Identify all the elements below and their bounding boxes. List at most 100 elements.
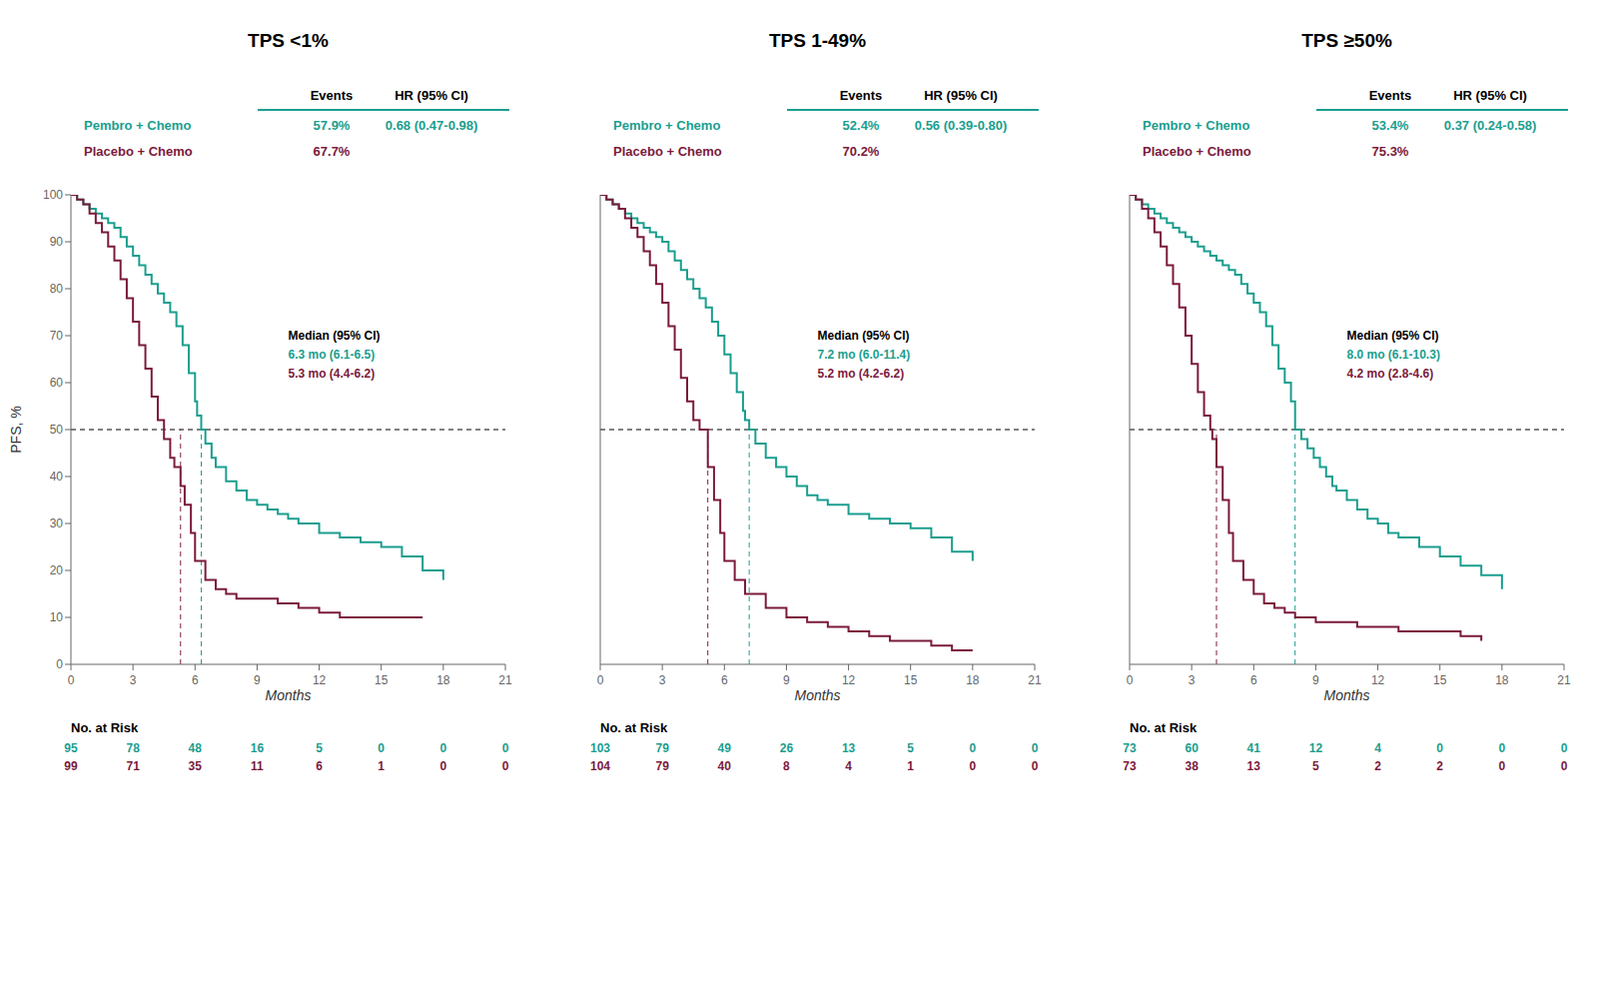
- svg-text:0: 0: [1126, 673, 1134, 688]
- svg-text:90: 90: [49, 234, 64, 249]
- svg-text:1: 1: [906, 759, 914, 774]
- html-text:Events: Events: [310, 87, 353, 103]
- svg-text:60: 60: [1184, 741, 1199, 756]
- svg-text:60: 60: [49, 375, 64, 390]
- svg-text:12: 12: [1371, 673, 1386, 688]
- svg-text:0: 0: [1561, 741, 1569, 756]
- svg-text:4: 4: [1374, 741, 1382, 756]
- svg-text:18: 18: [965, 673, 980, 688]
- svg-text:40: 40: [718, 759, 733, 774]
- svg-text:13: 13: [1247, 759, 1262, 774]
- svg-text:0: 0: [440, 741, 448, 756]
- html-text:TPS <1%: TPS <1%: [247, 29, 329, 51]
- svg-text:3: 3: [1188, 673, 1196, 688]
- svg-text:12: 12: [841, 673, 856, 688]
- svg-text:PFS, %: PFS, %: [7, 405, 24, 453]
- html-text:HR (95% CI): HR (95% CI): [394, 87, 469, 103]
- svg-text:12: 12: [312, 673, 327, 688]
- svg-text:6: 6: [191, 673, 199, 688]
- svg-text:Months: Months: [795, 687, 841, 704]
- svg-text:0: 0: [1436, 741, 1444, 756]
- svg-text:104: 104: [590, 759, 611, 774]
- html-text:Placebo + Chemo: Placebo + Chemo: [83, 143, 193, 159]
- svg-text:0: 0: [1499, 759, 1507, 774]
- svg-text:No. at Risk: No. at Risk: [1129, 720, 1198, 736]
- svg-text:99: 99: [63, 759, 78, 774]
- svg-text:16: 16: [250, 741, 265, 756]
- svg-text:No. at Risk: No. at Risk: [70, 720, 139, 736]
- svg-text:6: 6: [721, 673, 729, 688]
- svg-text:0: 0: [67, 673, 75, 688]
- svg-text:5: 5: [315, 741, 323, 756]
- svg-text:8: 8: [783, 759, 791, 774]
- svg-text:0: 0: [597, 673, 605, 688]
- svg-text:18: 18: [1495, 673, 1510, 688]
- svg-text:0: 0: [969, 741, 977, 756]
- svg-text:10: 10: [49, 610, 64, 625]
- svg-text:21: 21: [1557, 673, 1572, 688]
- html-text:67.7%: 67.7%: [313, 143, 350, 159]
- svg-text:100: 100: [42, 187, 63, 202]
- svg-text:70: 70: [49, 328, 64, 343]
- svg-text:0: 0: [969, 759, 977, 774]
- html-text:Pembro + Chemo: Pembro + Chemo: [83, 117, 192, 133]
- html-text:TPS 1-49%: TPS 1-49%: [768, 29, 867, 51]
- svg-text:30: 30: [49, 516, 64, 531]
- svg-text:9: 9: [1312, 673, 1320, 688]
- svg-text:79: 79: [655, 759, 670, 774]
- svg-text:3: 3: [129, 673, 137, 688]
- svg-text:13: 13: [841, 741, 856, 756]
- svg-text:80: 80: [49, 281, 64, 296]
- svg-text:6: 6: [1250, 673, 1258, 688]
- svg-text:0: 0: [1031, 741, 1039, 756]
- html-text:57.9%: 57.9%: [313, 117, 350, 133]
- svg-text:15: 15: [1433, 673, 1448, 688]
- svg-text:0: 0: [1561, 759, 1569, 774]
- svg-text:5: 5: [1312, 759, 1320, 774]
- svg-text:38: 38: [1184, 759, 1199, 774]
- svg-text:50: 50: [49, 422, 64, 437]
- svg-text:3: 3: [659, 673, 667, 688]
- svg-text:4: 4: [844, 759, 852, 774]
- svg-text:12: 12: [1309, 741, 1324, 756]
- svg-text:Months: Months: [265, 687, 312, 704]
- svg-text:15: 15: [374, 673, 389, 688]
- svg-text:15: 15: [903, 673, 918, 688]
- svg-text:78: 78: [125, 741, 140, 756]
- svg-text:0: 0: [1031, 759, 1039, 774]
- svg-text:0: 0: [502, 759, 510, 774]
- svg-text:18: 18: [436, 673, 451, 688]
- svg-text:73: 73: [1122, 759, 1137, 774]
- svg-text:2: 2: [1374, 759, 1382, 774]
- svg-text:48: 48: [188, 741, 203, 756]
- svg-text:71: 71: [125, 759, 140, 774]
- svg-text:0: 0: [55, 657, 63, 672]
- svg-text:26: 26: [780, 741, 795, 756]
- svg-text:9: 9: [253, 673, 261, 688]
- svg-text:2: 2: [1436, 759, 1444, 774]
- svg-text:No. at Risk: No. at Risk: [600, 720, 669, 736]
- svg-text:Months: Months: [1324, 687, 1371, 704]
- svg-text:11: 11: [250, 759, 264, 774]
- svg-text:21: 21: [498, 673, 513, 688]
- svg-text:0: 0: [440, 759, 448, 774]
- svg-text:40: 40: [49, 469, 64, 484]
- html-text:0.68 (0.47-0.98): 0.68 (0.47-0.98): [385, 117, 478, 133]
- svg-text:9: 9: [783, 673, 791, 688]
- html-text:TPS ≥50%: TPS ≥50%: [1301, 29, 1393, 51]
- svg-text:21: 21: [1027, 673, 1042, 688]
- svg-text:5: 5: [906, 741, 914, 756]
- svg-text:0: 0: [502, 741, 510, 756]
- svg-text:73: 73: [1122, 741, 1137, 756]
- svg-text:6: 6: [315, 759, 323, 774]
- svg-text:35: 35: [188, 759, 203, 774]
- svg-text:79: 79: [655, 741, 670, 756]
- svg-text:0: 0: [1499, 741, 1507, 756]
- svg-text:1: 1: [377, 759, 385, 774]
- svg-text:41: 41: [1247, 741, 1262, 756]
- svg-text:20: 20: [49, 563, 64, 578]
- svg-text:49: 49: [718, 741, 733, 756]
- svg-text:95: 95: [63, 741, 78, 756]
- svg-text:103: 103: [590, 741, 611, 756]
- svg-text:0: 0: [377, 741, 385, 756]
